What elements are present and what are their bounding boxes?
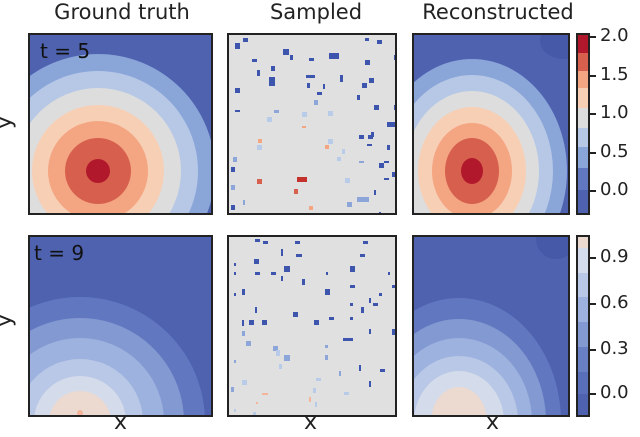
colorbar-tick: 2.0 [590,27,629,45]
panel-reconstructed-t5 [412,33,570,215]
panel-ground-truth-t9: t = 9 [28,235,213,417]
panel-sampled-t9 [227,235,397,417]
colorbar-tick: 0.0 [590,181,629,199]
contour-plot [30,237,211,415]
colorbar-tick: 1.5 [590,66,629,84]
x-axis-label-sampled: x [304,410,318,435]
title-reconstructed: Reconstructed [422,0,574,24]
panel-reconstructed-t9 [412,235,570,417]
sampled-points [229,237,395,415]
title-sampled: Sampled [269,0,363,24]
y-axis-label-row2: y [0,314,17,327]
panel-ground-truth-t5: t = 5 [28,33,213,215]
x-axis-label-recon: x [486,410,500,435]
title-ground-truth: Ground truth [54,0,190,24]
colorbar-tick: 0.0 [590,384,629,402]
x-axis-label-gt: x [114,410,128,435]
contour-plot [30,35,211,213]
contour-plot [414,237,568,415]
colorbar-t5 [576,33,590,215]
time-label-t5: t = 5 [40,39,91,63]
colorbar-tick: 0.6 [590,294,629,312]
sampled-points [229,35,395,213]
colorbar-tick: 0.3 [590,340,629,358]
colorbar-tick: 1.0 [590,104,629,122]
y-axis-label-row1: y [0,116,17,129]
colorbar-t9 [576,235,590,417]
colorbar-tick: 0.9 [590,248,629,266]
contour-plot [414,35,568,213]
panel-sampled-t5 [227,33,397,215]
time-label-t9: t = 9 [34,241,85,265]
colorbar-tick: 0.5 [590,143,629,161]
